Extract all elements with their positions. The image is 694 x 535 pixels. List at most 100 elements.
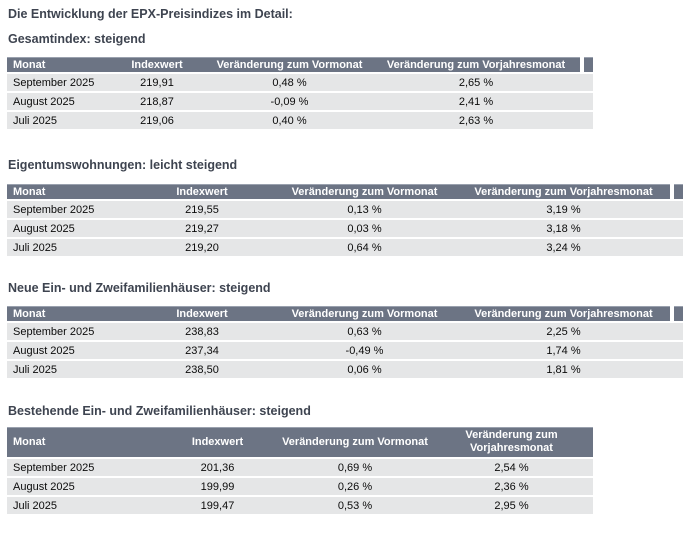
col-header-vormonat: Veränderung zum Vormonat (291, 185, 438, 198)
cell-vorjahresmonat: 2,65 % (458, 76, 494, 89)
cell-vorjahresmonat: 2,63 % (458, 114, 494, 127)
table-row: August 2025 199,99 0,26 % 2,36 % (7, 478, 593, 495)
page-title: Die Entwicklung der EPX-Preisindizes im … (8, 7, 293, 21)
cell-vorjahresmonat: 2,95 % (494, 499, 529, 512)
gesamtindex-table: Monat Indexwert Veränderung zum Vormonat… (7, 57, 593, 129)
section-eigentumswohnungen: Eigentumswohnungen: leicht steigend Mona… (7, 158, 694, 256)
cell-vormonat: 0,69 % (337, 461, 373, 474)
col-header-indexwert: Indexwert (191, 435, 244, 448)
section-bestehende-haeuser: Bestehende Ein- und Zweifamilienhäuser: … (7, 404, 694, 514)
cell-vorjahresmonat: 2,41 % (458, 95, 494, 108)
cell-monat: September 2025 (13, 461, 95, 474)
bestehende-haeuser-table: Monat Indexwert Veränderung zum Vormonat… (7, 427, 593, 514)
cell-vormonat: 0,40 % (272, 114, 307, 127)
cell-vormonat: 0,13 % (347, 203, 382, 216)
cell-monat: August 2025 (13, 222, 75, 235)
cell-vorjahresmonat: 1,74 % (546, 344, 581, 357)
cell-vormonat: 0,03 % (347, 222, 382, 235)
cell-vormonat: 0,64 % (347, 241, 382, 254)
header-divider (670, 184, 674, 199)
table-row: Juli 2025 199,47 0,53 % 2,95 % (7, 497, 593, 514)
table-header-row: Monat Indexwert Veränderung zum Vormonat… (7, 57, 593, 72)
section-neue-haeuser: Neue Ein- und Zweifamilienhäuser: steige… (7, 281, 694, 378)
table-row: August 2025 237,34 -0,49 % 1,74 % (7, 342, 683, 359)
section-title-neue-haeuser: Neue Ein- und Zweifamilienhäuser: steige… (8, 281, 271, 295)
col-header-monat: Monat (13, 307, 46, 320)
cell-monat: September 2025 (13, 76, 95, 89)
cell-vormonat: 0,26 % (337, 480, 373, 493)
cell-indexwert: 219,20 (185, 241, 219, 254)
cell-indexwert: 219,91 (140, 76, 174, 89)
col-header-indexwert: Indexwert (176, 307, 228, 320)
cell-indexwert: 199,99 (200, 480, 235, 493)
header-end-cap (674, 306, 683, 321)
eigentumswohnungen-table: Monat Indexwert Veränderung zum Vormonat… (7, 184, 683, 256)
table-row: Juli 2025 219,06 0,40 % 2,63 % (7, 112, 593, 129)
cell-indexwert: 219,55 (185, 203, 219, 216)
cell-vorjahresmonat: 1,81 % (546, 363, 581, 376)
cell-vormonat: -0,49 % (345, 344, 384, 357)
table-row: August 2025 218,87 -0,09 % 2,41 % (7, 93, 593, 110)
cell-indexwert: 201,36 (200, 461, 235, 474)
table-row: September 2025 219,55 0,13 % 3,19 % (7, 201, 683, 218)
header-end-cap (584, 57, 593, 72)
table-header-row: Monat Indexwert Veränderung zum Vormonat… (7, 427, 593, 457)
cell-monat: Juli 2025 (13, 499, 58, 512)
cell-vorjahresmonat: 3,18 % (546, 222, 581, 235)
col-header-monat: Monat (13, 58, 46, 71)
cell-indexwert: 199,47 (200, 499, 235, 512)
col-header-indexwert: Indexwert (131, 58, 183, 71)
header-divider (580, 57, 584, 72)
table-row: Juli 2025 219,20 0,64 % 3,24 % (7, 239, 683, 256)
col-header-indexwert: Indexwert (176, 185, 228, 198)
cell-monat: Juli 2025 (13, 114, 58, 127)
cell-vorjahresmonat: 2,36 % (494, 480, 529, 493)
table-row: September 2025 201,36 0,69 % 2,54 % (7, 459, 593, 476)
table-row: September 2025 238,83 0,63 % 2,25 % (7, 323, 683, 340)
table-header-row: Monat Indexwert Veränderung zum Vormonat… (7, 184, 683, 199)
cell-vormonat: -0,09 % (270, 95, 309, 108)
cell-vormonat: 0,48 % (272, 76, 307, 89)
cell-monat: September 2025 (13, 325, 95, 338)
col-header-monat: Monat (13, 185, 46, 198)
col-header-vormonat: Veränderung zum Vormonat (216, 58, 363, 71)
header-end-cap (674, 184, 683, 199)
col-header-vorjahresmonat: Veränderung zum Vorjahresmonat (474, 307, 653, 320)
table-row: August 2025 219,27 0,03 % 3,18 % (7, 220, 683, 237)
table-header-row: Monat Indexwert Veränderung zum Vormonat… (7, 306, 683, 321)
cell-vormonat: 0,06 % (347, 363, 382, 376)
cell-monat: September 2025 (13, 203, 95, 216)
col-header-vormonat: Veränderung zum Vormonat (282, 435, 428, 448)
section-title-bestehende-haeuser: Bestehende Ein- und Zweifamilienhäuser: … (8, 404, 311, 418)
cell-indexwert: 218,87 (140, 95, 174, 108)
cell-vorjahresmonat: 2,54 % (494, 461, 529, 474)
table-row: September 2025 219,91 0,48 % 2,65 % (7, 74, 593, 91)
epx-report-page: Die Entwicklung der EPX-Preisindizes im … (7, 7, 694, 514)
col-header-vorjahresmonat: Veränderung zum Vorjahresmonat (474, 185, 653, 198)
cell-monat: August 2025 (13, 95, 75, 108)
col-header-vorjahresmonat: Veränderung zum Vorjahresmonat (386, 58, 566, 71)
cell-indexwert: 219,06 (140, 114, 174, 127)
header-divider (670, 306, 674, 321)
cell-indexwert: 238,50 (185, 363, 219, 376)
section-gesamtindex: Gesamtindex: steigend Monat Indexwert Ve… (7, 32, 694, 129)
cell-indexwert: 237,34 (185, 344, 219, 357)
cell-indexwert: 219,27 (185, 222, 219, 235)
section-title-eigentumswohnungen: Eigentumswohnungen: leicht steigend (8, 158, 238, 172)
cell-vorjahresmonat: 3,24 % (546, 241, 581, 254)
cell-monat: Juli 2025 (13, 241, 58, 254)
cell-monat: August 2025 (13, 480, 75, 493)
cell-vorjahresmonat: 2,25 % (546, 325, 581, 338)
col-header-vorjahresmonat: Veränderung zum Vorjahresmonat (465, 429, 558, 454)
col-header-monat: Monat (13, 435, 46, 448)
table-row: Juli 2025 238,50 0,06 % 1,81 % (7, 361, 683, 378)
cell-vormonat: 0,53 % (337, 499, 373, 512)
cell-monat: August 2025 (13, 344, 75, 357)
cell-vormonat: 0,63 % (347, 325, 382, 338)
cell-vorjahresmonat: 3,19 % (546, 203, 581, 216)
col-header-vormonat: Veränderung zum Vormonat (291, 307, 438, 320)
section-title-gesamtindex: Gesamtindex: steigend (8, 32, 146, 46)
neue-haeuser-table: Monat Indexwert Veränderung zum Vormonat… (7, 306, 683, 378)
cell-indexwert: 238,83 (185, 325, 219, 338)
cell-monat: Juli 2025 (13, 363, 58, 376)
